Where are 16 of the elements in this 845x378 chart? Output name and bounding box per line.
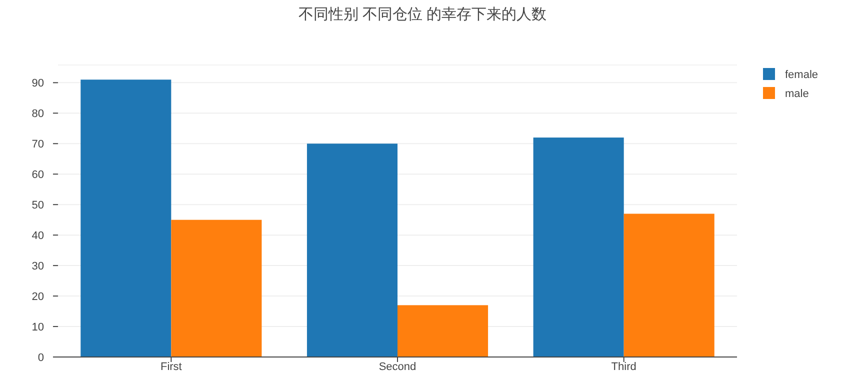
legend-label: male [785, 88, 809, 100]
chart-title: 不同性别 不同仓位 的幸存下来的人数 [298, 6, 547, 23]
x-tick-label: First [160, 361, 182, 373]
x-tick-label: Third [611, 361, 636, 373]
y-tick-label: 10 [32, 322, 44, 334]
y-tick-label: 90 [32, 78, 44, 90]
y-tick-label: 0 [38, 352, 44, 364]
y-tick-label: 20 [32, 291, 44, 304]
y-tick-label: 70 [32, 138, 44, 151]
y-tick-label: 30 [32, 260, 44, 273]
x-tick-label: Second [378, 361, 416, 373]
y-tick-label: 40 [32, 230, 44, 242]
y-tick-label: 80 [32, 108, 44, 120]
y-tick-label: 60 [32, 169, 44, 182]
legend-label: female [785, 69, 818, 81]
y-tick-label: 50 [32, 200, 44, 212]
